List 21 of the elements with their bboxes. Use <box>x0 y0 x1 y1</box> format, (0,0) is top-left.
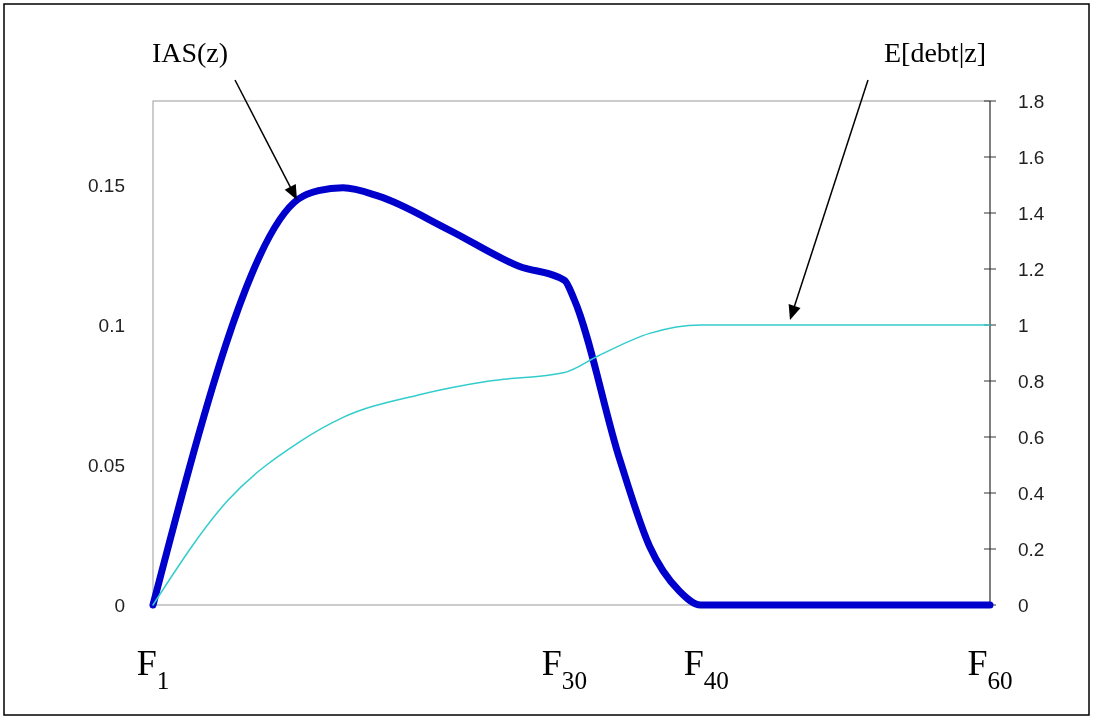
y-tick-label: 0.05 <box>88 454 125 476</box>
x-tick-label: F$_{1}$ <box>136 643 170 694</box>
y2-tick-label: 0 <box>1018 594 1029 616</box>
y2-tick-label: 0.4 <box>1018 482 1045 504</box>
y2-tick-label: 1.2 <box>1018 258 1045 280</box>
y-tick-label: 0 <box>114 594 125 616</box>
line-series <box>152 324 991 606</box>
y2-tick-label: 0.2 <box>1018 538 1045 560</box>
y2-tick-label: 0.8 <box>1018 370 1045 392</box>
text: E[debt|z] <box>884 37 986 68</box>
x-tick-label: F$_{40}$ <box>683 643 729 694</box>
y2-tick-label: 1.8 <box>1018 90 1045 112</box>
y2-tick-label: 1.4 <box>1018 202 1045 224</box>
y2-tick-label: 1.6 <box>1018 146 1045 168</box>
x-tick-label: F$_{30}$ <box>541 643 588 694</box>
x-tick-label: F$_{60}$ <box>967 643 1013 694</box>
y2-tick-label: 1 <box>1018 314 1029 336</box>
y2-tick-label: 0.6 <box>1018 426 1045 448</box>
text: IAS(z) <box>151 37 229 68</box>
y-tick-label: 0.1 <box>98 314 125 336</box>
y-tick-label: 0.15 <box>88 174 125 196</box>
